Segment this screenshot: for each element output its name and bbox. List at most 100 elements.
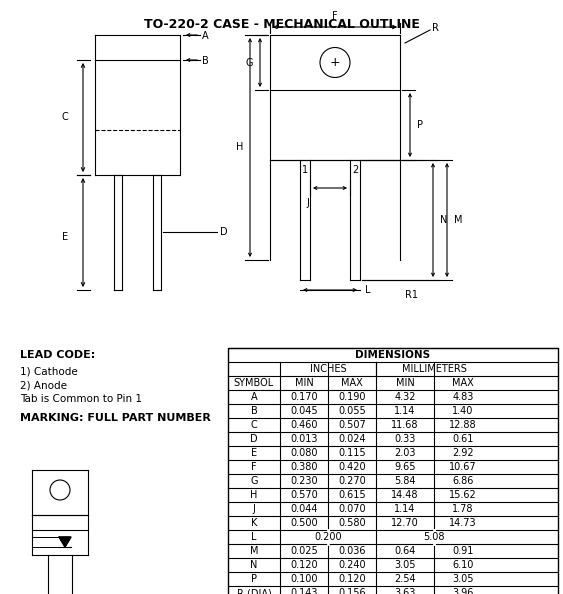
Text: C: C — [251, 420, 257, 430]
Text: H: H — [236, 143, 243, 153]
Text: K: K — [251, 518, 257, 528]
Text: 0.91: 0.91 — [452, 546, 473, 556]
Text: 0.143: 0.143 — [291, 588, 318, 594]
Text: N: N — [251, 560, 258, 570]
Text: R (DIA): R (DIA) — [236, 588, 271, 594]
Text: +: + — [330, 56, 340, 69]
Text: 0.580: 0.580 — [338, 518, 366, 528]
Polygon shape — [59, 537, 71, 547]
Text: MILLIMETERS: MILLIMETERS — [401, 364, 466, 374]
Text: LEAD CODE:: LEAD CODE: — [20, 350, 95, 360]
Text: D: D — [220, 227, 227, 237]
Text: 0.036: 0.036 — [338, 546, 366, 556]
Text: 12.88: 12.88 — [449, 420, 477, 430]
Text: 0.044: 0.044 — [291, 504, 318, 514]
Text: A: A — [202, 31, 209, 41]
Text: 0.120: 0.120 — [338, 574, 366, 584]
Text: 5.08: 5.08 — [423, 532, 445, 542]
Text: 14.48: 14.48 — [391, 490, 419, 500]
Text: 0.055: 0.055 — [338, 406, 366, 416]
Text: 0.115: 0.115 — [338, 448, 366, 458]
Text: 0.380: 0.380 — [291, 462, 318, 472]
Text: 11.68: 11.68 — [391, 420, 419, 430]
Text: M: M — [250, 546, 258, 556]
Text: P: P — [417, 120, 423, 130]
Text: 6.10: 6.10 — [452, 560, 473, 570]
Text: SYMBOL: SYMBOL — [234, 378, 274, 388]
Text: 2.03: 2.03 — [394, 448, 415, 458]
Text: 0.570: 0.570 — [290, 490, 318, 500]
Text: 0.070: 0.070 — [338, 504, 366, 514]
Text: 1.78: 1.78 — [452, 504, 473, 514]
Text: 4.83: 4.83 — [452, 392, 473, 402]
Text: 12.70: 12.70 — [391, 518, 419, 528]
Text: B: B — [202, 56, 209, 66]
Text: 2) Anode: 2) Anode — [20, 380, 67, 390]
Text: 0.025: 0.025 — [290, 546, 318, 556]
Text: MARKING: FULL PART NUMBER: MARKING: FULL PART NUMBER — [20, 413, 211, 423]
Text: 2.54: 2.54 — [394, 574, 416, 584]
Bar — [228, 348, 558, 594]
Text: MAX: MAX — [452, 378, 474, 388]
Text: A: A — [251, 392, 257, 402]
Text: 0.156: 0.156 — [338, 588, 366, 594]
Text: L: L — [251, 532, 257, 542]
Text: 0.615: 0.615 — [338, 490, 366, 500]
Text: 0.190: 0.190 — [338, 392, 366, 402]
Text: 0.460: 0.460 — [291, 420, 318, 430]
Text: INCHES: INCHES — [310, 364, 346, 374]
Text: MAX: MAX — [341, 378, 363, 388]
Text: 0.61: 0.61 — [452, 434, 473, 444]
Text: 3.05: 3.05 — [452, 574, 473, 584]
Text: D: D — [250, 434, 258, 444]
Text: F: F — [251, 462, 257, 472]
Text: 0.33: 0.33 — [394, 434, 415, 444]
Text: 1.40: 1.40 — [452, 406, 473, 416]
Text: 0.500: 0.500 — [290, 518, 318, 528]
Text: 5.84: 5.84 — [394, 476, 415, 486]
Text: 14.73: 14.73 — [449, 518, 477, 528]
Text: 0.420: 0.420 — [338, 462, 366, 472]
Text: 3.63: 3.63 — [394, 588, 415, 594]
Text: N: N — [440, 215, 448, 225]
Text: 15.62: 15.62 — [449, 490, 477, 500]
Text: 0.024: 0.024 — [338, 434, 366, 444]
Text: G: G — [250, 476, 258, 486]
Text: 10.67: 10.67 — [449, 462, 477, 472]
Text: 0.240: 0.240 — [338, 560, 366, 570]
Text: 2: 2 — [352, 165, 358, 175]
Text: Tab is Common to Pin 1: Tab is Common to Pin 1 — [20, 394, 142, 404]
Text: 0.120: 0.120 — [290, 560, 318, 570]
Text: TO-220-2 CASE - MECHANICAL OUTLINE: TO-220-2 CASE - MECHANICAL OUTLINE — [144, 18, 420, 31]
Text: G: G — [245, 58, 253, 68]
Text: 1.14: 1.14 — [394, 406, 415, 416]
Text: R: R — [432, 23, 439, 33]
Text: L: L — [365, 285, 370, 295]
Text: 2.92: 2.92 — [452, 448, 474, 458]
Text: J: J — [253, 504, 256, 514]
Text: 0.200: 0.200 — [314, 532, 342, 542]
Text: 1) Cathode: 1) Cathode — [20, 366, 78, 376]
Text: 0.64: 0.64 — [394, 546, 415, 556]
Text: 0.270: 0.270 — [338, 476, 366, 486]
Text: 0.507: 0.507 — [338, 420, 366, 430]
Text: E: E — [62, 232, 68, 242]
Text: 1: 1 — [302, 165, 308, 175]
Text: 0.100: 0.100 — [291, 574, 318, 584]
Text: R1: R1 — [405, 290, 418, 300]
Text: MIN: MIN — [396, 378, 414, 388]
Text: 4.32: 4.32 — [394, 392, 415, 402]
Text: 0.230: 0.230 — [290, 476, 318, 486]
Text: 9.65: 9.65 — [394, 462, 415, 472]
Text: DIMENSIONS: DIMENSIONS — [355, 350, 431, 360]
Text: 0.080: 0.080 — [291, 448, 318, 458]
Text: J: J — [307, 198, 310, 208]
Text: 3.05: 3.05 — [394, 560, 415, 570]
Text: C: C — [61, 112, 68, 122]
Text: B: B — [251, 406, 257, 416]
Text: 6.86: 6.86 — [452, 476, 473, 486]
Text: 0.045: 0.045 — [290, 406, 318, 416]
Text: H: H — [251, 490, 258, 500]
Text: F: F — [332, 11, 338, 21]
Text: 3.96: 3.96 — [452, 588, 473, 594]
